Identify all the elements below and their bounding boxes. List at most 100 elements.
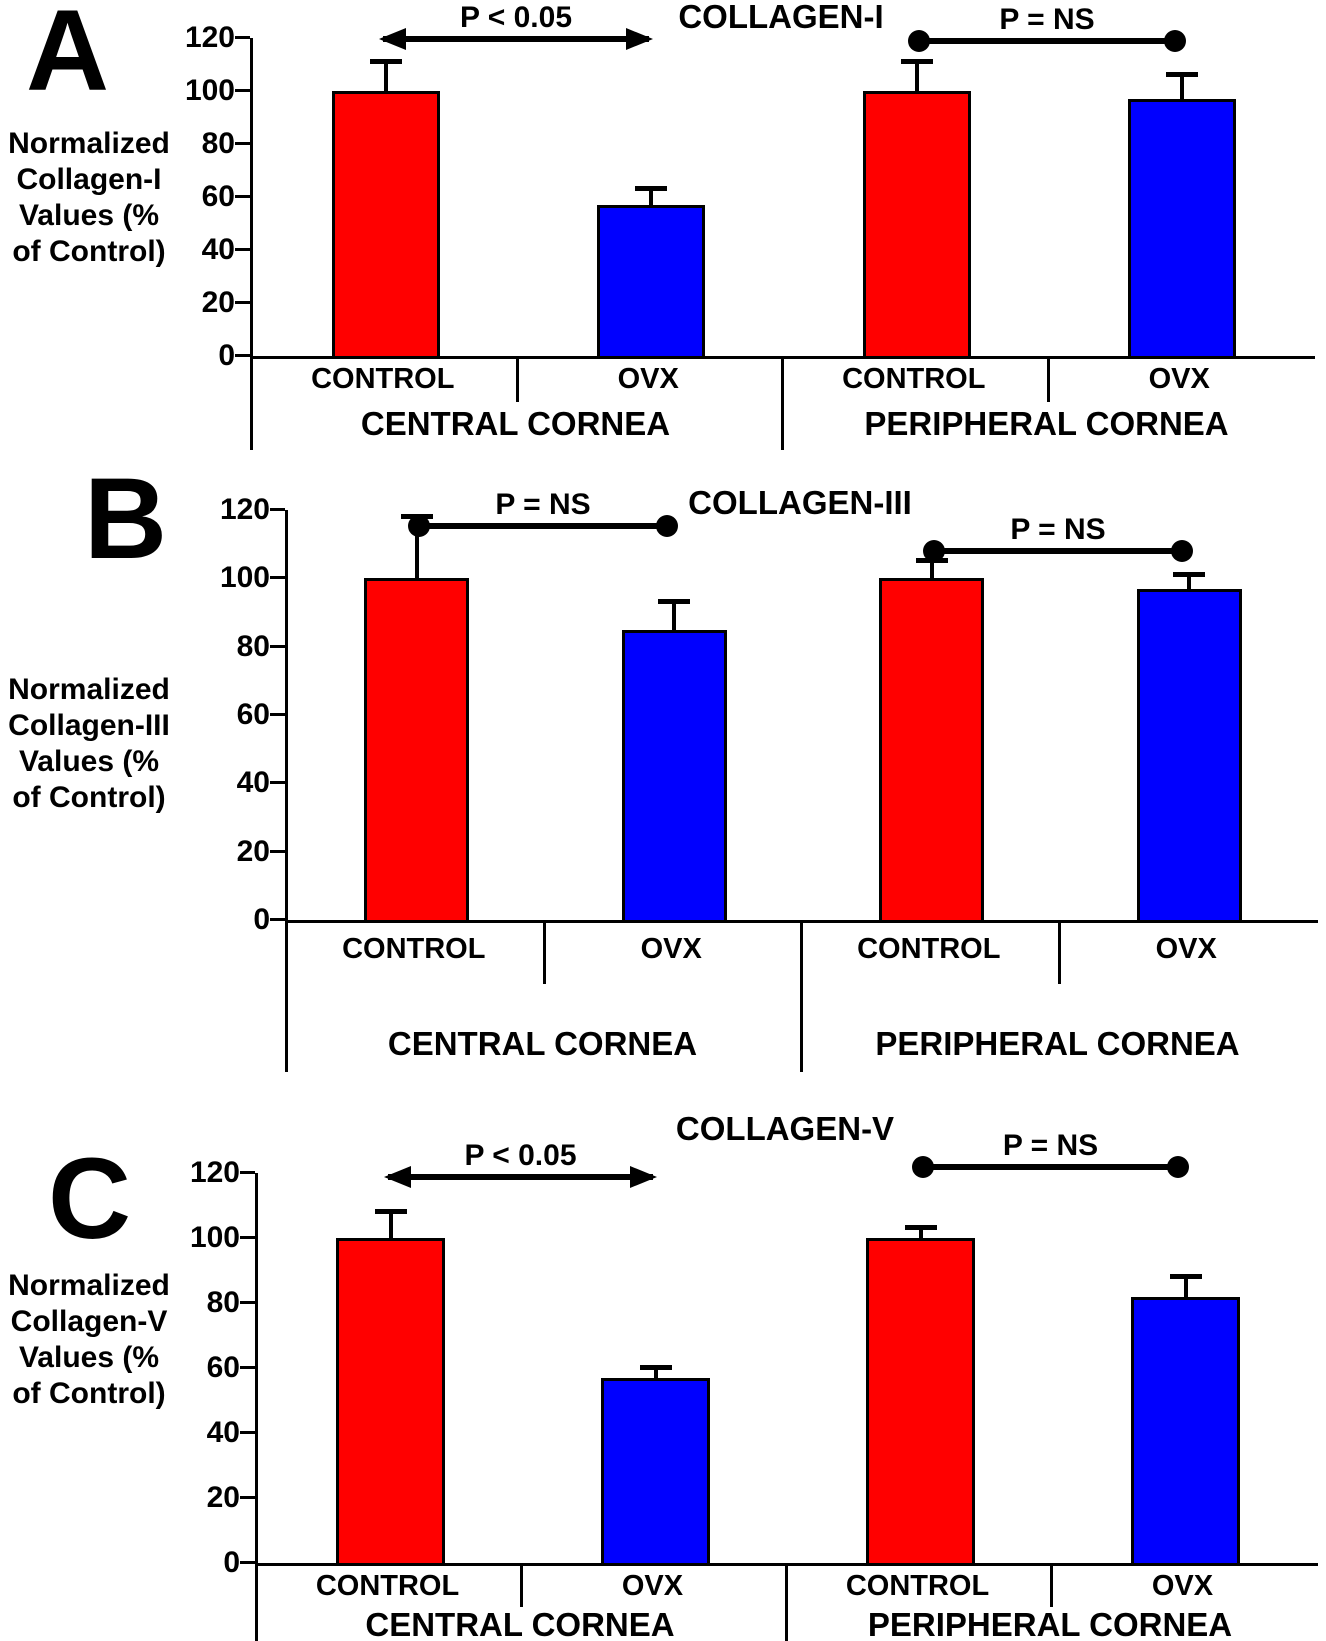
bar-label: CONTROL <box>842 362 986 395</box>
error-bar-cap <box>915 558 948 564</box>
y-tick-label: 60 <box>236 698 270 731</box>
y-tick <box>240 1496 255 1500</box>
panel-c-chart-title: COLLAGEN-V <box>675 1110 895 1147</box>
bar-label: OVX <box>621 1569 684 1602</box>
bar-central-cornea-ovx <box>597 204 706 356</box>
bar-central-cornea-control <box>336 1238 445 1563</box>
dot-line <box>908 30 1186 52</box>
y-tick-label: 100 <box>184 74 235 107</box>
panel-b-significance-peripheral: P = NS <box>923 513 1193 562</box>
panel-c-y-axis-title: Normalized Collagen-V Values (% of Contr… <box>8 1269 170 1410</box>
y-tick-label: 60 <box>206 1351 240 1384</box>
y-tick <box>270 644 285 648</box>
category-divider <box>1046 356 1050 402</box>
axis-extension-line <box>285 922 288 1072</box>
y-tick <box>235 195 250 198</box>
double-arrow <box>379 28 653 50</box>
bar-central-cornea-ovx <box>621 629 727 920</box>
y-tick <box>270 576 285 580</box>
significance-text: P < 0.05 <box>464 1139 577 1172</box>
bar-label: CONTROL <box>315 1569 460 1602</box>
arrowhead-left-icon <box>379 28 406 50</box>
group-divider <box>785 1565 788 1641</box>
bar-label: OVX <box>1155 932 1217 965</box>
error-bar <box>653 1368 658 1378</box>
axis-extension-line <box>250 356 253 450</box>
y-tick-label: 100 <box>189 1221 240 1254</box>
y-tick <box>240 1366 255 1369</box>
y-tick-label: 120 <box>189 1156 240 1189</box>
significance-text: P < 0.05 <box>459 1 573 34</box>
error-bar <box>918 1228 923 1238</box>
y-tick <box>270 849 285 853</box>
error-bar <box>1180 75 1185 99</box>
group-label: CENTRAL CORNEA <box>360 405 671 442</box>
bar-label: CONTROL <box>342 932 486 965</box>
error-bar-cap <box>400 513 433 519</box>
y-tick-label: 80 <box>201 127 235 161</box>
dot-left-icon <box>908 30 930 52</box>
y-tick <box>270 713 285 716</box>
y-tick-label: 80 <box>206 1286 240 1320</box>
y-tick <box>240 1561 255 1564</box>
y-tick-label: 0 <box>223 1546 240 1579</box>
panel-c-significance-peripheral: P = NS <box>912 1130 1189 1178</box>
arrowhead-left-icon <box>384 1166 411 1188</box>
error-bar <box>383 61 388 91</box>
y-tick-label: 120 <box>219 493 270 526</box>
bar-label: OVX <box>1151 1569 1214 1602</box>
panel-c-plot-area: 0 20 40 60 80 100 120 <box>190 1156 1318 1579</box>
y-tick-label: 120 <box>184 21 235 54</box>
y-tick <box>235 142 250 146</box>
panel-a-letter: A <box>26 0 110 115</box>
bar-label: OVX <box>640 932 702 965</box>
bar-peripheral-cornea-control <box>862 91 971 356</box>
group-divider <box>781 356 784 450</box>
error-bar-cap <box>1169 1274 1202 1279</box>
panel-c-x-axis-labels: CONTROL OVX CONTROL OVX CENTRAL CORNEA PERIP… <box>255 1565 1315 1641</box>
error-bar-cap <box>658 599 691 605</box>
group-label: PERIPHERAL CORNEA <box>867 1606 1233 1641</box>
axis-extension-line <box>255 1565 258 1641</box>
bar-peripheral-cornea-control <box>879 578 985 920</box>
bar-label: OVX <box>1148 362 1210 395</box>
bar-label: CONTROL <box>845 1569 990 1602</box>
double-arrow <box>384 1166 657 1188</box>
y-tick-label: 40 <box>206 1416 240 1450</box>
error-bar <box>388 1212 393 1238</box>
y-tick <box>240 1301 255 1305</box>
group-label: CENTRAL CORNEA <box>365 1606 675 1641</box>
significance-text: P = NS <box>1010 513 1106 546</box>
error-bar <box>914 61 919 91</box>
error-bar-cap <box>904 1225 937 1231</box>
panel-a-chart-title: COLLAGEN-I <box>678 0 884 35</box>
panel-a-significance-peripheral: P = NS <box>908 4 1186 52</box>
dot-right-icon <box>1171 540 1193 562</box>
group-label: PERIPHERAL CORNEA <box>864 405 1229 442</box>
y-tick <box>270 918 285 921</box>
bar-label: CONTROL <box>857 932 1001 965</box>
panel-b-plot-area: 0 20 40 60 80 100 120 <box>220 493 1318 936</box>
panel-a-x-axis-labels: CONTROL OVX CONTROL OVX CENTRAL CORNEA PERIP… <box>250 356 1312 450</box>
arrowhead-right-icon <box>630 1166 657 1188</box>
dot-line <box>912 1156 1189 1178</box>
dot-line <box>923 540 1193 562</box>
error-bar-cap <box>1166 72 1199 78</box>
panel-b-significance-central: P = NS <box>408 489 678 537</box>
bar-peripheral-cornea-control <box>866 1238 975 1563</box>
dot-right-icon <box>1164 30 1186 52</box>
y-tick <box>270 781 285 785</box>
error-bar-cap <box>374 1209 407 1214</box>
panel-a-significance-central: P < 0.05 <box>379 1 653 50</box>
y-tick-label: 20 <box>206 1481 240 1515</box>
dot-right-icon <box>1167 1156 1189 1178</box>
group-divider <box>800 922 803 1072</box>
y-tick <box>235 36 250 39</box>
category-divider <box>1050 1565 1053 1607</box>
group-label: CENTRAL CORNEA <box>387 1025 698 1062</box>
y-tick <box>240 1171 255 1174</box>
dot-right-icon <box>656 515 678 537</box>
y-tick-label: 60 <box>201 180 235 213</box>
bar-peripheral-cornea-ovx <box>1131 1296 1240 1563</box>
